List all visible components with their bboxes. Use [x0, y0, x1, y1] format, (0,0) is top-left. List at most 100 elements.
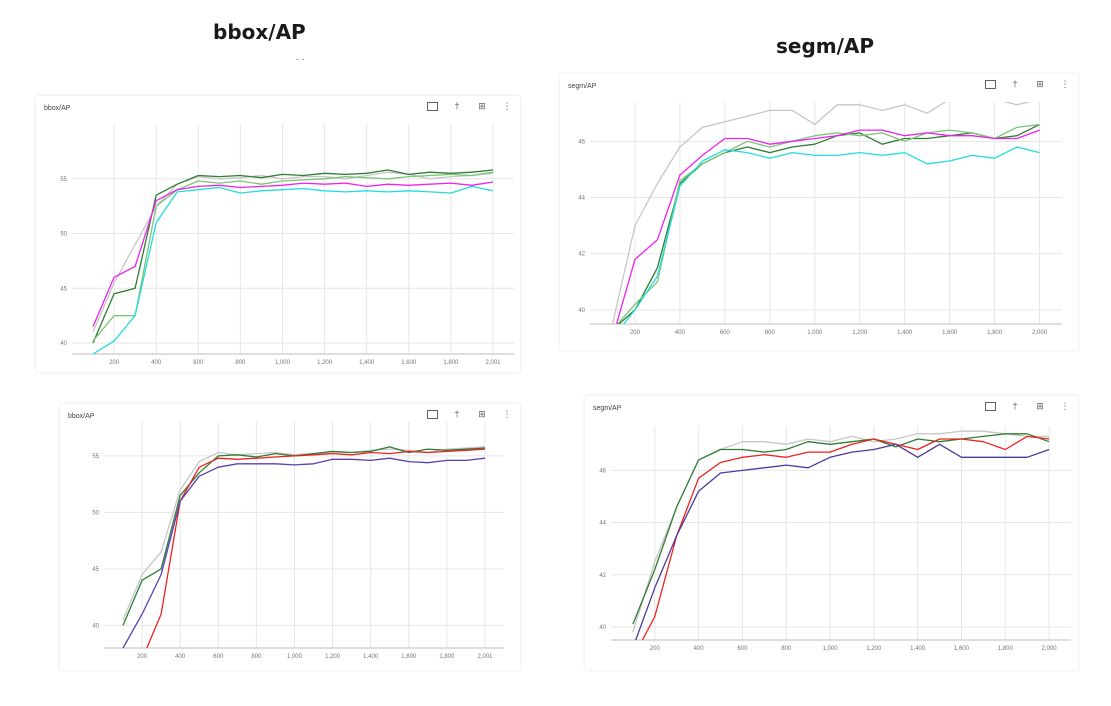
fit-domain-icon[interactable] — [425, 407, 439, 421]
y-tick-label: 55 — [60, 177, 67, 183]
line-chart: 40 42 44 46 200 400 600 800 1,000 1,200 1,400 1,600… — [578, 102, 1062, 336]
x-tick-label: 1,000 — [275, 360, 291, 366]
x-tick-label: 600 — [720, 330, 731, 336]
chart-card-segm-top: segm/AP † ⊞ ⋮ 40 42 44 46 200 400 600 800 1,000 1,20… — [560, 74, 1078, 350]
x-tick-label: 600 — [193, 360, 204, 366]
fullscreen-icon[interactable]: ⊞ — [1036, 78, 1044, 89]
chart-card-title: bbox/AP — [44, 105, 71, 112]
line-chart: 40 45 50 55 200 400 600 800 1,000 1,200 1,400 1,600… — [92, 422, 504, 660]
x-tick-label: 1,800 — [439, 654, 455, 660]
x-tick-label: 200 — [137, 654, 148, 660]
fullscreen-icon[interactable]: ⊞ — [478, 100, 486, 111]
stray-marks: - - — [296, 54, 305, 64]
more-vertical-icon[interactable]: ⋮ — [502, 408, 512, 419]
x-tick-label: 2,001 — [477, 654, 493, 660]
series-line-1 — [611, 102, 1031, 324]
pin-icon[interactable]: † — [1012, 401, 1018, 411]
more-vertical-icon[interactable]: ⋮ — [1060, 400, 1070, 411]
x-tick-label: 400 — [151, 360, 162, 366]
y-tick-label: 40 — [92, 623, 99, 629]
series-line-1 — [632, 430, 1050, 633]
x-tick-label: 1,600 — [401, 360, 417, 366]
x-tick-label: 1,000 — [807, 330, 823, 336]
x-tick-label: 1,600 — [954, 646, 970, 652]
chart-card-title: bbox/AP — [68, 413, 95, 420]
fit-domain-icon[interactable] — [425, 99, 439, 113]
x-tick-label: 800 — [251, 654, 262, 660]
series-group — [122, 446, 486, 648]
x-tick-label: 2,000 — [1042, 646, 1058, 652]
more-vertical-icon[interactable]: ⋮ — [1060, 78, 1070, 89]
series-line-1 — [122, 446, 486, 621]
series-line-2 — [92, 169, 494, 344]
x-tick-label: 1,200 — [325, 654, 341, 660]
y-tick-label: 40 — [578, 308, 585, 314]
x-tick-label: 1,400 — [359, 360, 375, 366]
x-tick-label: 1,600 — [401, 654, 417, 660]
series-line-3 — [616, 123, 1040, 324]
series-line-2 — [617, 123, 1040, 324]
chart-card-bbox-bottom: bbox/AP † ⊞ ⋮ 40 45 50 55 200 400 600 800 1,000 1,20… — [60, 404, 520, 670]
series-line-4 — [122, 457, 486, 648]
x-tick-label: 400 — [175, 654, 186, 660]
y-tick-label: 44 — [578, 196, 585, 202]
y-tick-label: 50 — [60, 232, 67, 238]
x-tick-label: 1,000 — [287, 654, 303, 660]
chart-card-title: segm/AP — [593, 405, 622, 412]
x-tick-label: 1,200 — [866, 646, 882, 652]
y-tick-label: 55 — [92, 454, 99, 460]
series-line-2 — [632, 433, 1050, 625]
x-tick-label: 1,800 — [987, 330, 1003, 336]
y-tick-label: 44 — [599, 521, 606, 527]
series-line-4 — [615, 129, 1040, 324]
left-column-heading: bbox/AP — [213, 20, 306, 44]
chart-toolbar: † ⊞ ⋮ — [425, 99, 514, 113]
fit-domain-icon[interactable] — [983, 77, 997, 91]
x-tick-label: 800 — [765, 330, 776, 336]
chart-card-title: segm/AP — [568, 83, 597, 90]
x-tick-label: 800 — [781, 646, 792, 652]
right-column-heading: segm/AP — [776, 34, 875, 58]
series-line-3 — [92, 171, 494, 342]
series-group — [92, 169, 494, 354]
chart-toolbar: † ⊞ ⋮ — [425, 407, 514, 421]
y-tick-label: 40 — [60, 341, 67, 347]
pin-icon[interactable]: † — [1012, 79, 1018, 89]
x-tick-label: 2,001 — [485, 360, 501, 366]
x-tick-label: 1,200 — [317, 360, 333, 366]
fullscreen-icon[interactable]: ⊞ — [478, 408, 486, 419]
x-tick-label: 1,400 — [910, 646, 926, 652]
pin-icon[interactable]: † — [454, 409, 460, 419]
y-tick-label: 46 — [599, 468, 606, 474]
x-tick-label: 1,200 — [852, 330, 868, 336]
y-tick-label: 40 — [599, 625, 606, 631]
series-line-5 — [622, 146, 1040, 324]
y-tick-label: 45 — [92, 567, 99, 573]
series-line-5 — [92, 185, 494, 354]
x-tick-label: 1,600 — [942, 330, 958, 336]
y-tick-label: 50 — [92, 510, 99, 516]
x-tick-label: 400 — [675, 330, 686, 336]
x-tick-label: 200 — [630, 330, 641, 336]
x-tick-label: 1,400 — [363, 654, 379, 660]
chart-toolbar: † ⊞ ⋮ — [983, 77, 1072, 91]
pin-icon[interactable]: † — [454, 101, 460, 111]
series-line-2 — [122, 446, 486, 626]
x-tick-label: 200 — [109, 360, 120, 366]
y-tick-label: 45 — [60, 286, 67, 292]
series-line-3 — [146, 448, 486, 648]
series-line-1 — [92, 171, 494, 333]
fullscreen-icon[interactable]: ⊞ — [1036, 400, 1044, 411]
series-line-4 — [635, 443, 1050, 640]
series-line-4 — [92, 181, 494, 327]
chart-card-segm-bottom: segm/AP † ⊞ ⋮ 40 42 44 46 200 400 600 800 1,000 1,20… — [585, 396, 1078, 670]
more-vertical-icon[interactable]: ⋮ — [502, 100, 512, 111]
y-tick-label: 46 — [578, 139, 585, 145]
fit-domain-icon[interactable] — [983, 399, 997, 413]
x-tick-label: 1,800 — [443, 360, 459, 366]
x-tick-label: 600 — [737, 646, 748, 652]
x-tick-label: 1,000 — [823, 646, 839, 652]
y-tick-label: 42 — [599, 573, 606, 579]
chart-toolbar: † ⊞ ⋮ — [983, 399, 1072, 413]
line-chart: 40 42 44 46 200 400 600 800 1,000 1,200 1,400 1,600… — [599, 426, 1071, 652]
